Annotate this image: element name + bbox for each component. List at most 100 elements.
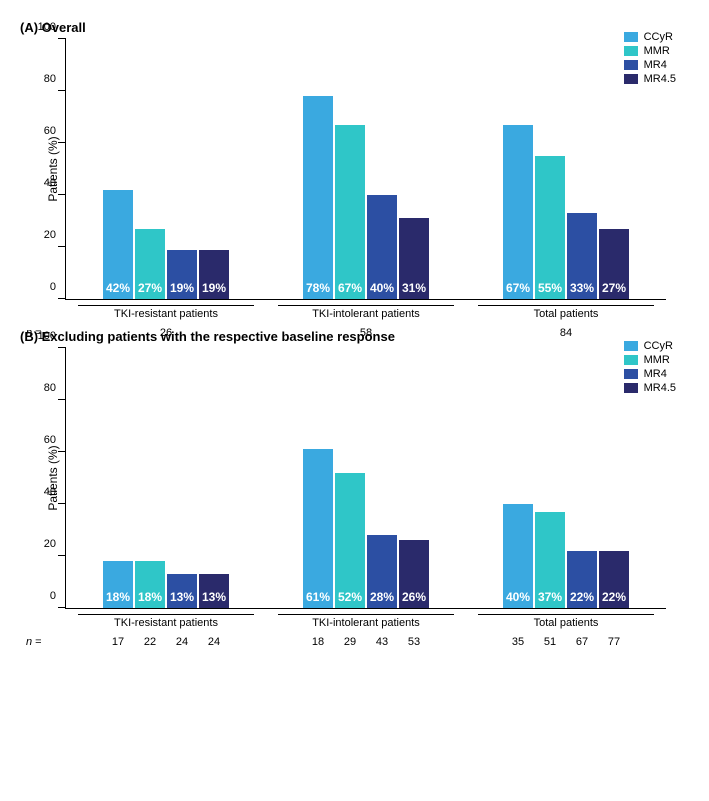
n-value: 24 bbox=[167, 636, 197, 648]
legend-item: MR4 bbox=[624, 368, 676, 380]
bar-value-label: 78% bbox=[306, 281, 330, 299]
y-tick bbox=[58, 503, 66, 504]
y-tick-label: 0 bbox=[50, 281, 56, 293]
bar-value-label: 19% bbox=[202, 281, 226, 299]
y-tick bbox=[58, 142, 66, 143]
n-value: 18 bbox=[303, 636, 333, 648]
bar: 52% bbox=[335, 473, 365, 608]
bar-group: 61% 52% 28% 26% bbox=[266, 348, 466, 608]
x-axis: TKI-resistant patientsTKI-intolerant pat… bbox=[66, 608, 666, 629]
legend-label: MR4.5 bbox=[644, 382, 676, 394]
y-tick bbox=[58, 38, 66, 39]
bar-value-label: 28% bbox=[370, 590, 394, 608]
bar-value-label: 18% bbox=[106, 590, 130, 608]
bar: 26% bbox=[399, 540, 429, 608]
bar: 13% bbox=[199, 574, 229, 608]
n-row: 172224241829435335516777 bbox=[66, 636, 666, 648]
bar-value-label: 27% bbox=[138, 281, 162, 299]
legend: CCyR MMR MR4 MR4.5 bbox=[624, 340, 676, 396]
chart-area: Patients (%)02040608010018%18%13%13%61%5… bbox=[65, 348, 665, 608]
chart-wrap: Patients (%)02040608010018%18%13%13%61%5… bbox=[20, 348, 689, 608]
legend-label: MR4 bbox=[644, 368, 667, 380]
x-group: TKI-resistant patients bbox=[66, 608, 266, 629]
bar: 28% bbox=[367, 535, 397, 608]
n-value: 22 bbox=[135, 636, 165, 648]
y-tick bbox=[58, 399, 66, 400]
legend-item: MR4.5 bbox=[624, 382, 676, 394]
y-axis-label: Patients (%) bbox=[46, 136, 60, 201]
bar-value-label: 67% bbox=[506, 281, 530, 299]
bar: 31% bbox=[399, 218, 429, 299]
bar-value-label: 18% bbox=[138, 590, 162, 608]
bar-group: 78%67%40%31% bbox=[266, 39, 466, 299]
x-group: TKI-resistant patients bbox=[66, 299, 266, 320]
bar-value-label: 31% bbox=[402, 281, 426, 299]
bar-group: 42% 27% 19% 19% bbox=[66, 39, 266, 299]
bar-value-label: 61% bbox=[306, 590, 330, 608]
bar: 40% bbox=[367, 195, 397, 299]
chart-wrap: Patients (%)02040608010042%27%19%19%78%6… bbox=[20, 39, 689, 299]
bar: 19% bbox=[167, 250, 197, 299]
chart-panel: (A) OverallPatients (%)02040608010042%27… bbox=[20, 20, 689, 299]
plot-area: 02040608010018%18%13%13%61%52%28%26%40%3… bbox=[65, 348, 666, 609]
legend-item: CCyR bbox=[624, 340, 676, 352]
bar-value-label: 27% bbox=[602, 281, 626, 299]
bar: 22% bbox=[567, 551, 597, 608]
legend-label: MMR bbox=[644, 45, 670, 57]
legend-label: MMR bbox=[644, 354, 670, 366]
x-group: TKI-intolerant patients bbox=[266, 299, 466, 320]
y-tick-label: 20 bbox=[44, 538, 56, 550]
bar: 18% bbox=[135, 561, 165, 608]
legend-swatch bbox=[624, 383, 638, 393]
bar-value-label: 13% bbox=[170, 590, 194, 608]
legend-label: MR4.5 bbox=[644, 73, 676, 85]
y-tick-label: 20 bbox=[44, 229, 56, 241]
bar-value-label: 22% bbox=[602, 590, 626, 608]
legend-swatch bbox=[624, 74, 638, 84]
x-axis: TKI-resistant patientsTKI-intolerant pat… bbox=[66, 299, 666, 320]
legend-label: CCyR bbox=[644, 31, 673, 43]
y-tick bbox=[58, 90, 66, 91]
legend-swatch bbox=[624, 60, 638, 70]
y-tick bbox=[58, 555, 66, 556]
x-group-line bbox=[278, 614, 454, 615]
x-group-label: Total patients bbox=[466, 617, 666, 629]
n-value: 35 bbox=[503, 636, 533, 648]
y-tick bbox=[58, 347, 66, 348]
n-cell: 17222424 bbox=[66, 636, 266, 648]
y-tick bbox=[58, 194, 66, 195]
bar-value-label: 13% bbox=[202, 590, 226, 608]
n-cell: 35516777 bbox=[466, 636, 666, 648]
n-cell: 84 bbox=[466, 327, 666, 339]
legend-item: CCyR bbox=[624, 31, 676, 43]
x-group-label: TKI-intolerant patients bbox=[266, 617, 466, 629]
bar-value-label: 26% bbox=[402, 590, 426, 608]
x-group-line bbox=[78, 614, 254, 615]
n-row: 265884 bbox=[66, 327, 666, 339]
bar-value-label: 52% bbox=[338, 590, 362, 608]
n-value: 17 bbox=[103, 636, 133, 648]
bar-value-label: 19% bbox=[170, 281, 194, 299]
x-group: TKI-intolerant patients bbox=[266, 608, 466, 629]
x-group-label: Total patients bbox=[466, 308, 666, 320]
y-tick-label: 60 bbox=[44, 434, 56, 446]
legend-item: MMR bbox=[624, 354, 676, 366]
bar: 37% bbox=[535, 512, 565, 608]
bar: 55% bbox=[535, 156, 565, 299]
bar-value-label: 33% bbox=[570, 281, 594, 299]
y-tick-label: 100 bbox=[38, 330, 56, 342]
n-prefix: n = bbox=[26, 636, 42, 648]
y-tick-label: 60 bbox=[44, 125, 56, 137]
n-cell: 58 bbox=[266, 327, 466, 339]
x-group-line bbox=[478, 305, 654, 306]
bar-value-label: 42% bbox=[106, 281, 130, 299]
legend-item: MMR bbox=[624, 45, 676, 57]
chart-panel: (B) Excluding patients with the respecti… bbox=[20, 329, 689, 608]
chart-area: Patients (%)02040608010042%27%19%19%78%6… bbox=[65, 39, 665, 299]
bar: 61% bbox=[303, 449, 333, 608]
plot-area: 02040608010042%27%19%19%78%67%40%31%67%5… bbox=[65, 39, 666, 300]
legend-swatch bbox=[624, 369, 638, 379]
y-tick-label: 0 bbox=[50, 590, 56, 602]
y-axis-label: Patients (%) bbox=[46, 445, 60, 510]
x-group: Total patients bbox=[466, 299, 666, 320]
